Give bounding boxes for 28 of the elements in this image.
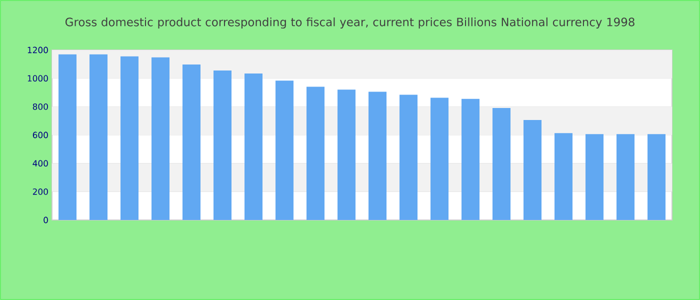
bar xyxy=(120,56,139,220)
bar xyxy=(616,134,635,220)
bar xyxy=(182,64,201,220)
bar xyxy=(90,54,108,220)
y-tick-label: 1000 xyxy=(28,75,48,82)
y-tick-label: 400 xyxy=(32,160,48,167)
bar xyxy=(586,134,604,220)
bar xyxy=(214,70,232,220)
bar xyxy=(430,98,449,220)
bar xyxy=(338,90,356,220)
y-tick-label: 1200 xyxy=(28,46,48,54)
bar xyxy=(524,120,542,220)
bar xyxy=(400,94,418,220)
bar xyxy=(244,74,263,220)
bar xyxy=(306,86,325,220)
bar xyxy=(492,108,511,220)
bar xyxy=(276,80,294,220)
bar xyxy=(462,98,480,220)
bar xyxy=(58,54,77,220)
y-tick-label: 800 xyxy=(32,103,48,110)
y-tick-label: 600 xyxy=(32,132,48,138)
bar xyxy=(152,57,170,220)
bar xyxy=(554,133,573,220)
bar xyxy=(648,134,666,220)
y-tick-label: 200 xyxy=(32,188,48,195)
bar xyxy=(368,92,387,220)
y-tick-label: 0 xyxy=(44,216,48,224)
chart-title: Gross domestic product corresponding to fiscal year, current prices Billions National currency 1998 xyxy=(65,17,634,29)
